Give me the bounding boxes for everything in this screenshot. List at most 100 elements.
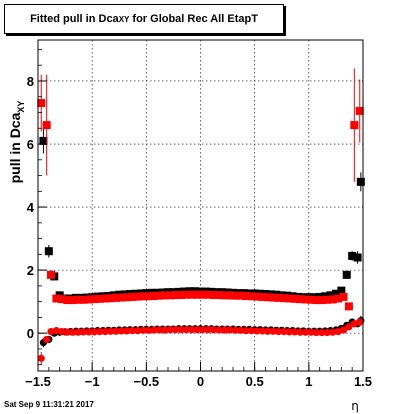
mean-point bbox=[334, 327, 342, 336]
chart-title-sub: XY bbox=[118, 14, 130, 24]
sigma-point bbox=[339, 292, 348, 301]
sigma-point bbox=[348, 251, 357, 260]
sigma-point bbox=[187, 290, 196, 299]
mean-point bbox=[177, 326, 185, 334]
y-axis-label-main: pull in Dca bbox=[7, 112, 23, 183]
x-tick-label: 0.5 bbox=[246, 374, 264, 389]
x-axis-label: η bbox=[351, 399, 359, 413]
mean-point bbox=[301, 328, 310, 336]
mean-point bbox=[52, 327, 61, 335]
sigma-point bbox=[263, 293, 272, 302]
mean-point bbox=[236, 326, 245, 334]
y-axis-label: pull in DcaXY bbox=[7, 101, 26, 184]
sigma-point bbox=[63, 296, 72, 305]
mean-point bbox=[204, 326, 212, 334]
sigma-point bbox=[285, 294, 294, 303]
mean-point bbox=[79, 328, 88, 336]
sigma-point bbox=[290, 294, 299, 303]
mean-point bbox=[264, 327, 272, 335]
sigma-point bbox=[44, 247, 53, 256]
mean-point bbox=[182, 326, 191, 334]
sigma-point bbox=[144, 292, 153, 301]
sigma-point bbox=[209, 291, 218, 300]
mean-point bbox=[242, 327, 250, 335]
sigma-point bbox=[353, 253, 362, 262]
data-markers bbox=[37, 68, 365, 365]
y-tick-label: 4 bbox=[27, 200, 35, 215]
sigma-point bbox=[112, 293, 120, 302]
sigma-point bbox=[355, 106, 364, 115]
mean-point bbox=[274, 327, 283, 336]
mean-point bbox=[291, 328, 299, 336]
mean-point bbox=[209, 326, 218, 334]
mean-point bbox=[247, 327, 256, 335]
sigma-point bbox=[106, 294, 115, 303]
sigma-point bbox=[331, 289, 340, 298]
sigma-point bbox=[52, 294, 61, 303]
mean-point bbox=[318, 328, 326, 337]
sigma-point bbox=[258, 292, 267, 301]
mean-point bbox=[285, 328, 293, 336]
grid bbox=[38, 40, 363, 371]
mean-point bbox=[356, 318, 364, 326]
x-tick-label: 1.5 bbox=[354, 374, 372, 389]
mean-point bbox=[312, 328, 321, 337]
mean-point bbox=[58, 327, 66, 336]
mean-point bbox=[307, 328, 315, 336]
sigma-point bbox=[133, 292, 142, 301]
mean-point bbox=[220, 326, 228, 334]
mean-point bbox=[63, 328, 71, 336]
sigma-point bbox=[79, 295, 88, 304]
mean-point bbox=[193, 326, 201, 334]
mean-point bbox=[139, 326, 147, 334]
sigma-point bbox=[225, 291, 234, 300]
mean-point bbox=[117, 327, 126, 335]
sigma-point bbox=[312, 296, 321, 305]
sigma-point bbox=[101, 294, 110, 303]
mean-point bbox=[128, 327, 136, 335]
sigma-point bbox=[128, 292, 137, 301]
mean-point bbox=[74, 328, 82, 336]
mean-point bbox=[258, 327, 266, 335]
mean-point bbox=[112, 327, 120, 335]
sigma-point bbox=[252, 292, 261, 301]
sigma-point bbox=[247, 292, 256, 301]
sigma-point bbox=[122, 293, 131, 302]
sigma-point bbox=[155, 291, 164, 300]
sigma-point bbox=[326, 291, 335, 300]
sigma-point bbox=[242, 291, 250, 300]
sigma-point bbox=[90, 295, 99, 304]
sigma-point bbox=[274, 293, 283, 302]
sigma-point bbox=[279, 294, 288, 303]
y-axis-label-sub: XY bbox=[16, 101, 26, 113]
sigma-point bbox=[68, 296, 77, 305]
sigma-point bbox=[182, 290, 191, 299]
x-tick-label: −1 bbox=[85, 374, 100, 389]
mean-point bbox=[37, 354, 45, 362]
mean-point bbox=[47, 327, 55, 336]
sigma-point bbox=[231, 291, 240, 300]
sigma-point bbox=[193, 290, 202, 299]
mean-point bbox=[155, 326, 163, 334]
tick-labels: −1.5 −1 −0.5 0 0.5 1 1.5 0 2 4 6 8 bbox=[25, 74, 372, 389]
mean-point bbox=[269, 327, 277, 335]
sigma-point bbox=[344, 302, 353, 311]
mean-point bbox=[350, 320, 358, 328]
sigma-point bbox=[198, 290, 207, 299]
mean-point bbox=[166, 326, 174, 334]
mean-point bbox=[345, 323, 353, 331]
mean-point bbox=[150, 326, 158, 334]
mean-point bbox=[280, 327, 288, 336]
sigma-point bbox=[42, 121, 51, 130]
y-tick-label: 6 bbox=[27, 137, 34, 152]
sigma-point bbox=[337, 286, 346, 295]
sigma-point bbox=[342, 270, 351, 279]
mean-point bbox=[43, 335, 51, 344]
mean-point bbox=[188, 326, 196, 334]
y-tick-label: 8 bbox=[27, 74, 34, 89]
sigma-point bbox=[317, 296, 326, 305]
chart-title: Fitted pull in Dca XY for Global Rec All … bbox=[4, 4, 284, 34]
x-tick-label: −1.5 bbox=[25, 374, 51, 389]
mean-point bbox=[96, 327, 104, 336]
